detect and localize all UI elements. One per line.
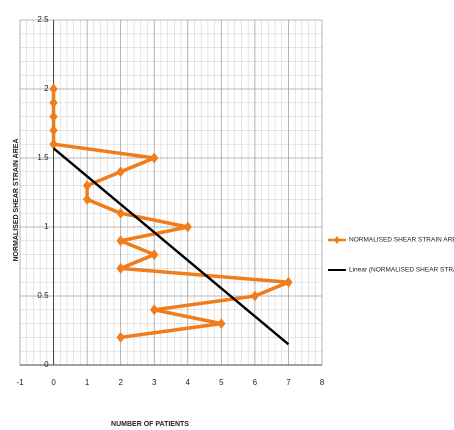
data-point bbox=[116, 262, 125, 274]
y-tick-label: 2.5 bbox=[37, 15, 49, 24]
data-point bbox=[49, 138, 58, 150]
data-point bbox=[150, 152, 159, 164]
x-tick-label: 3 bbox=[152, 378, 157, 387]
x-tick-label: -1 bbox=[16, 378, 24, 387]
legend-label: Linear (NORMALISED SHEAR STRAIN bbox=[349, 267, 454, 274]
y-tick-label: 0.5 bbox=[37, 291, 49, 300]
y-tick-label: 1 bbox=[44, 222, 49, 231]
x-tick-label: 8 bbox=[320, 378, 325, 387]
x-tick-label: 7 bbox=[286, 378, 291, 387]
data-point bbox=[82, 180, 92, 192]
x-tick-label: 5 bbox=[219, 378, 224, 387]
y-axis-title: NORMALISED SHEAR STRAIN AREA bbox=[13, 138, 20, 261]
x-tick-label: 0 bbox=[51, 378, 56, 387]
data-point bbox=[49, 124, 58, 136]
legend-label: NORMALISED SHEAR STRAIN AREA bbox=[349, 237, 454, 244]
x-tick-label: 4 bbox=[186, 378, 191, 387]
x-tick-label: 1 bbox=[85, 378, 90, 387]
data-point bbox=[116, 166, 125, 178]
x-tick-label: 6 bbox=[253, 378, 258, 387]
x-tick-label: 2 bbox=[118, 378, 123, 387]
data-point bbox=[183, 221, 192, 233]
data-point bbox=[150, 304, 159, 316]
data-point bbox=[49, 97, 58, 109]
legend-marker bbox=[334, 236, 340, 244]
data-point bbox=[217, 318, 226, 330]
data-point bbox=[49, 111, 58, 123]
data-point bbox=[116, 207, 125, 219]
y-tick-label: 1.5 bbox=[37, 153, 49, 162]
data-point bbox=[82, 193, 92, 205]
data-point bbox=[284, 276, 293, 288]
data-point bbox=[250, 290, 260, 302]
trend-line bbox=[52, 147, 290, 346]
y-tick-label: 2 bbox=[44, 84, 49, 93]
data-point bbox=[49, 83, 58, 95]
x-axis-title: NUMBER OF PATIENTS bbox=[111, 421, 189, 428]
data-point bbox=[116, 331, 125, 343]
data-point bbox=[150, 249, 159, 261]
data-point bbox=[116, 235, 125, 247]
